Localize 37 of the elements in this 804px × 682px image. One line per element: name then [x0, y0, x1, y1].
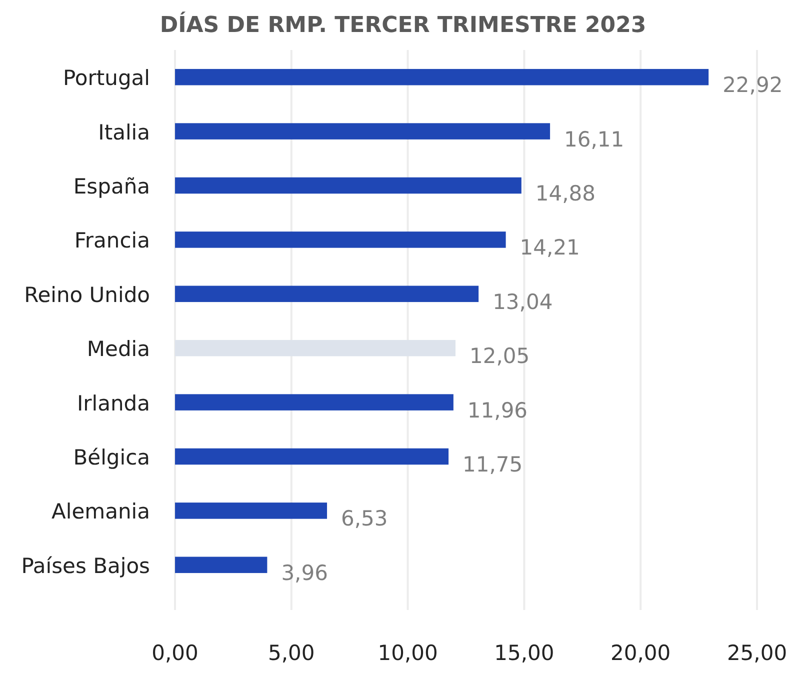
x-tick-label: 10,00 — [378, 641, 438, 665]
y-tick-label: Países Bajos — [21, 554, 150, 578]
y-tick-label: Media — [86, 337, 150, 362]
bar — [175, 232, 506, 248]
data-label: 14,88 — [535, 182, 596, 206]
y-tick-label: Irlanda — [76, 391, 150, 416]
bar — [175, 68, 709, 86]
x-tick-label: 25,00 — [726, 641, 788, 665]
bar — [175, 502, 328, 519]
y-tick-label: Alemania — [52, 500, 150, 524]
y-tick-label: Reino Unido — [24, 282, 150, 307]
data-label: 11,96 — [467, 398, 528, 422]
bar — [175, 177, 522, 194]
y-tick-label: Portugal — [63, 66, 150, 90]
data-label: 16,11 — [564, 127, 624, 152]
data-label: 14,21 — [520, 236, 580, 260]
y-tick-label: Francia — [74, 228, 150, 253]
data-label: 6,53 — [341, 506, 388, 531]
x-tick-label: 5,00 — [268, 641, 315, 665]
data-label: 11,75 — [462, 452, 523, 476]
bar — [175, 448, 449, 465]
y-tick-label: Italia — [98, 120, 150, 144]
bar — [175, 556, 268, 574]
bar — [175, 123, 550, 140]
data-label: 22,92 — [722, 73, 783, 98]
bar — [175, 340, 456, 356]
bar — [175, 286, 479, 302]
data-label: 12,05 — [470, 344, 530, 368]
chart-title: DÍAS DE RMP. TERCER TRIMESTRE 2023 — [160, 11, 646, 38]
x-tick-label: 20,00 — [610, 641, 671, 665]
bar — [175, 394, 454, 410]
data-label: 13,04 — [492, 290, 553, 314]
data-label: 3,96 — [281, 560, 328, 585]
x-tick-label: 15,00 — [494, 641, 554, 665]
y-tick-label: España — [73, 174, 150, 198]
x-tick-label: 0,00 — [152, 641, 198, 665]
y-tick-label: Bélgica — [73, 446, 150, 470]
